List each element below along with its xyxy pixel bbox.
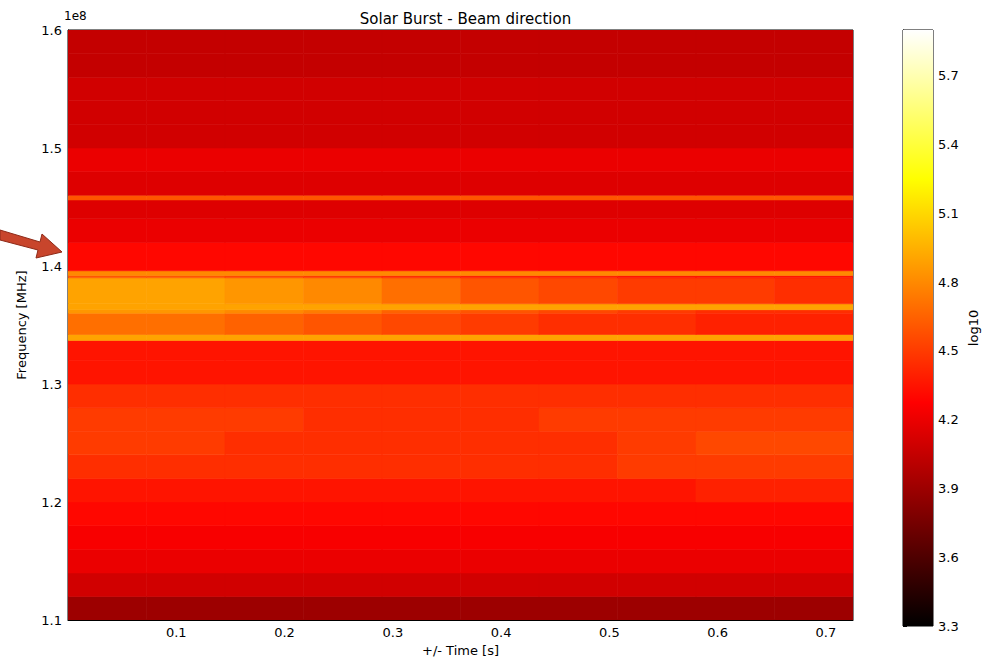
svg-text:1.4: 1.4 bbox=[41, 259, 62, 274]
svg-text:0.1: 0.1 bbox=[166, 625, 187, 640]
svg-text:0.6: 0.6 bbox=[707, 625, 728, 640]
svg-text:5.1: 5.1 bbox=[938, 206, 959, 221]
svg-text:0.2: 0.2 bbox=[274, 625, 295, 640]
svg-text:1e8: 1e8 bbox=[64, 9, 87, 23]
svg-text:4.5: 4.5 bbox=[938, 343, 959, 358]
svg-text:1.5: 1.5 bbox=[41, 141, 62, 156]
svg-text:1.1: 1.1 bbox=[41, 613, 62, 628]
svg-text:log10: log10 bbox=[966, 310, 981, 346]
svg-text:4.2: 4.2 bbox=[938, 412, 959, 427]
svg-text:Frequency [MHz]: Frequency [MHz] bbox=[14, 270, 29, 379]
svg-text:1.6: 1.6 bbox=[41, 23, 62, 38]
svg-text:4.8: 4.8 bbox=[938, 275, 959, 290]
svg-text:0.3: 0.3 bbox=[382, 625, 403, 640]
svg-text:3.9: 3.9 bbox=[938, 481, 959, 496]
svg-text:0.7: 0.7 bbox=[816, 625, 837, 640]
svg-text:3.3: 3.3 bbox=[938, 619, 959, 634]
svg-text:3.6: 3.6 bbox=[938, 550, 959, 565]
svg-text:0.4: 0.4 bbox=[491, 625, 512, 640]
svg-text:5.4: 5.4 bbox=[938, 137, 959, 152]
svg-text:0.5: 0.5 bbox=[599, 625, 620, 640]
svg-text:1.3: 1.3 bbox=[41, 377, 62, 392]
svg-text:Solar Burst - Beam direction: Solar Burst - Beam direction bbox=[360, 10, 571, 28]
svg-text:+/- Time [s]: +/- Time [s] bbox=[422, 643, 499, 658]
svg-text:5.7: 5.7 bbox=[938, 68, 959, 83]
svg-text:1.2: 1.2 bbox=[41, 495, 62, 510]
